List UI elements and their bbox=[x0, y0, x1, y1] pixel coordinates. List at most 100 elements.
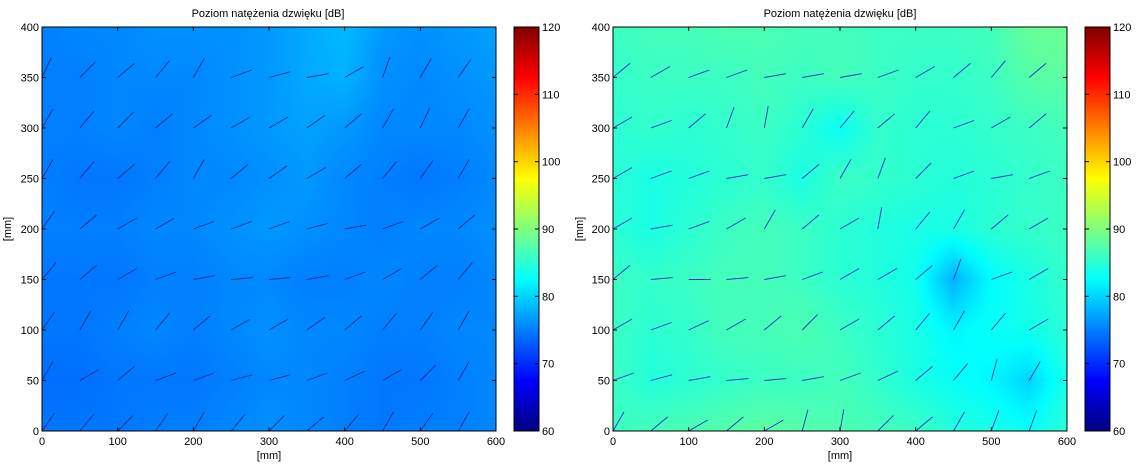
right-y-tick-label: 350 bbox=[592, 73, 610, 85]
left-vector-3-3 bbox=[155, 271, 177, 280]
left-vector-4-9 bbox=[382, 221, 404, 230]
right-y-tick-label: 300 bbox=[592, 123, 610, 135]
right-vector-2-2 bbox=[688, 320, 709, 331]
right-y-axis: 0 50 100 150 200 250 300 350 400 bbox=[592, 22, 1067, 438]
right-vector-0-6 bbox=[839, 409, 845, 432]
left-vector-6-0 bbox=[41, 108, 54, 129]
right-vector-5-10 bbox=[991, 174, 1014, 179]
left-vector-0-10 bbox=[419, 412, 434, 432]
right-vector-4-5 bbox=[801, 214, 820, 230]
left-vector-6-2 bbox=[117, 112, 134, 129]
left-vector-1-5 bbox=[231, 374, 253, 381]
left-vector-1-7 bbox=[306, 372, 328, 381]
left-vector-0-0 bbox=[41, 412, 55, 432]
right-vector-2-11 bbox=[1028, 318, 1049, 331]
right-vector-1-8 bbox=[915, 366, 933, 381]
left-vector-2-8 bbox=[344, 315, 362, 331]
right-vector-7-3 bbox=[726, 69, 748, 78]
left-vector-1-0 bbox=[41, 361, 54, 381]
right-y-tick-label: 100 bbox=[592, 325, 610, 337]
left-vector-6-5 bbox=[230, 116, 251, 129]
left-vector-6-9 bbox=[382, 108, 394, 129]
right-vector-1-2 bbox=[688, 376, 711, 381]
right-vector-0-7 bbox=[877, 415, 894, 432]
left-vector-6-6 bbox=[268, 116, 289, 129]
right-vector-7-5 bbox=[802, 73, 824, 78]
right-vector-0-3 bbox=[726, 416, 744, 432]
left-x-tick-label: 300 bbox=[260, 436, 278, 448]
right-y-axis-label: [mm] bbox=[574, 217, 586, 241]
left-vector-1-4 bbox=[193, 372, 215, 381]
right-chart-title: Poziom natężenia dzwięku [dB] bbox=[764, 8, 917, 20]
left-vector-0-2 bbox=[117, 415, 134, 432]
right-vector-3-4 bbox=[764, 275, 787, 280]
left-vector-2-6 bbox=[268, 318, 289, 331]
right-x-tick-label: 600 bbox=[1058, 436, 1076, 448]
right-vector-2-8 bbox=[915, 312, 931, 331]
right-vector-6-7 bbox=[877, 113, 895, 129]
left-vector-0-8 bbox=[344, 413, 360, 432]
right-vector-3-7 bbox=[877, 268, 898, 280]
left-vector-6-4 bbox=[193, 115, 212, 129]
right-vector-2-6 bbox=[839, 318, 860, 331]
right-vector-5-3 bbox=[726, 174, 749, 179]
left-vector-4-10 bbox=[420, 217, 440, 230]
right-vector-6-10 bbox=[991, 116, 1011, 129]
right-vector-0-4 bbox=[764, 419, 784, 432]
left-y-tick-label: 150 bbox=[21, 275, 39, 287]
left-vector-4-11 bbox=[457, 214, 476, 230]
right-chart-panel: Poziom natężenia dzwięku [dB] 0 100 200 300… bbox=[574, 8, 1131, 462]
left-colorbar-tick-label: 90 bbox=[542, 224, 554, 236]
right-vector-2-1 bbox=[650, 322, 672, 331]
right-colorbar-ticks: 60 70 80 90 100 110 120 bbox=[1085, 22, 1131, 438]
right-y-tick-label: 50 bbox=[598, 376, 610, 388]
left-vector-3-9 bbox=[382, 268, 402, 280]
left-vector-1-1 bbox=[79, 369, 100, 381]
left-vector-0-7 bbox=[306, 416, 324, 432]
left-vector-1-3 bbox=[155, 372, 177, 381]
left-vector-2-2 bbox=[117, 310, 130, 331]
left-colorbar-tick-label: 70 bbox=[542, 359, 554, 371]
right-y-tick-label: 250 bbox=[592, 174, 610, 186]
right-colorbar-tick-label: 70 bbox=[1113, 359, 1125, 371]
left-vector-3-10 bbox=[420, 265, 438, 280]
left-x-tick-label: 500 bbox=[411, 436, 429, 448]
left-y-tick-label: 0 bbox=[33, 426, 39, 438]
left-vector-5-9 bbox=[382, 161, 397, 179]
right-vector-4-3 bbox=[726, 217, 746, 230]
right-vector-5-1 bbox=[650, 170, 672, 179]
right-y-tick-label: 200 bbox=[592, 224, 610, 236]
right-vector-3-1 bbox=[650, 277, 673, 280]
right-vector-1-11 bbox=[1028, 361, 1041, 381]
right-vector-2-4 bbox=[764, 315, 782, 331]
right-vector-5-5 bbox=[801, 164, 820, 179]
right-vector-1-10 bbox=[990, 359, 998, 381]
left-vector-3-5 bbox=[231, 277, 254, 280]
right-vector-2-7 bbox=[877, 315, 895, 331]
left-colorbar-tick-label: 110 bbox=[542, 89, 560, 101]
right-x-tick-label: 100 bbox=[679, 436, 697, 448]
left-vector-2-9 bbox=[382, 312, 397, 331]
left-chart-title: Poziom natężenia dzwięku [dB] bbox=[192, 8, 345, 20]
right-vector-4-10 bbox=[991, 214, 1009, 230]
left-x-tick-label: 100 bbox=[108, 436, 126, 448]
right-vector-6-2 bbox=[688, 113, 706, 129]
left-vector-4-3 bbox=[155, 217, 175, 230]
right-vector-5-6 bbox=[839, 159, 852, 179]
left-vector-2-5 bbox=[230, 318, 251, 331]
left-vector-3-7 bbox=[306, 275, 329, 280]
left-vector-1-2 bbox=[117, 366, 135, 381]
right-vector-0-2 bbox=[688, 419, 708, 432]
right-vector-0-5 bbox=[801, 409, 809, 432]
right-vector-6-0 bbox=[612, 116, 633, 129]
right-vector-2-5 bbox=[801, 314, 819, 331]
left-vector-1-11 bbox=[457, 361, 470, 381]
left-vector-5-3 bbox=[155, 161, 170, 179]
right-vector-6-3 bbox=[726, 107, 735, 129]
right-vector-7-0 bbox=[612, 63, 631, 78]
right-colorbar-tick-label: 120 bbox=[1113, 22, 1131, 34]
right-vector-6-4 bbox=[763, 106, 769, 129]
right-vector-7-6 bbox=[839, 73, 862, 78]
right-vector-3-9 bbox=[953, 258, 962, 280]
